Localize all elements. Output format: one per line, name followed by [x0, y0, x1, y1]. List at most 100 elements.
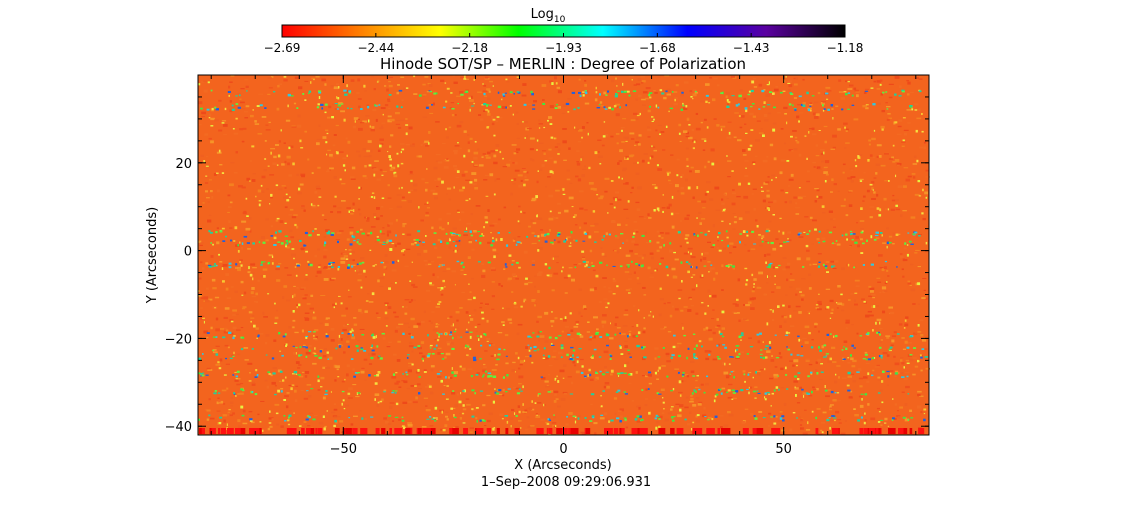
heatmap-cell	[381, 197, 385, 199]
heatmap-feature-cell	[832, 417, 837, 419]
heatmap-cell	[753, 283, 755, 286]
heatmap-feature-cell	[382, 244, 386, 245]
heatmap-cell	[628, 382, 632, 384]
heatmap-feature-cell	[371, 349, 375, 352]
heatmap-cell	[296, 225, 299, 229]
heatmap-cell	[439, 226, 442, 229]
heatmap-cell	[770, 359, 775, 362]
heatmap-cell	[907, 280, 911, 283]
heatmap-cell	[412, 143, 415, 145]
heatmap-cell	[594, 378, 598, 381]
heatmap-cell	[659, 133, 661, 135]
heatmap-feature-cell	[775, 357, 780, 359]
heatmap-feature-cell	[544, 234, 546, 237]
heatmap-cell	[877, 379, 882, 381]
heatmap-cell	[239, 98, 242, 100]
heatmap-cell	[817, 92, 821, 95]
heatmap-feature-cell	[802, 104, 806, 107]
heatmap-cell	[817, 358, 822, 362]
heatmap-feature-cell	[276, 265, 280, 268]
heatmap-cell	[750, 248, 756, 250]
heatmap-feature-cell	[410, 336, 414, 339]
heatmap-cell	[854, 159, 857, 162]
heatmap-cell	[317, 379, 320, 383]
heatmap-cell	[322, 366, 327, 369]
heatmap-feature-cell	[445, 332, 447, 335]
heatmap-cell	[686, 241, 689, 244]
heatmap-feature-cell	[865, 358, 868, 361]
heatmap-cell	[610, 220, 616, 223]
heatmap-cell	[379, 277, 385, 280]
heatmap-cell	[395, 123, 401, 125]
heatmap-cell	[637, 143, 641, 146]
heatmap-feature-cell	[617, 372, 621, 375]
heatmap-cell	[598, 197, 603, 200]
heatmap-feature-cell	[842, 358, 846, 360]
heatmap-cell	[918, 108, 921, 112]
heatmap-cell	[830, 191, 833, 193]
heatmap-feature-cell	[453, 331, 457, 333]
heatmap-feature-cell	[210, 89, 213, 92]
heatmap-cell	[800, 419, 804, 423]
heatmap-cell	[744, 380, 746, 383]
heatmap-cell	[287, 104, 289, 108]
heatmap-cell	[549, 170, 553, 174]
heatmap-cell	[692, 421, 695, 424]
heatmap-cell	[682, 102, 684, 105]
heatmap-cell	[296, 124, 302, 128]
heatmap-feature-cell	[665, 90, 668, 93]
heatmap-feature-cell	[288, 240, 291, 243]
heatmap-cell	[892, 243, 895, 245]
heatmap-cell	[450, 376, 453, 379]
heatmap-cell	[600, 405, 603, 408]
heatmap-cell	[553, 217, 556, 220]
heatmap-cell	[350, 423, 354, 426]
heatmap-cell	[335, 302, 337, 305]
heatmap-cell	[794, 136, 798, 139]
heatmap-cell	[477, 91, 482, 93]
heatmap-cell	[516, 137, 520, 140]
heatmap-cell	[688, 296, 692, 300]
heatmap-cell	[253, 324, 256, 328]
heatmap-cell	[723, 371, 729, 375]
heatmap-cell	[395, 112, 400, 115]
heatmap-feature-cell	[619, 420, 622, 423]
heatmap-feature-cell	[722, 335, 725, 338]
heatmap-cell	[912, 176, 916, 179]
heatmap-cell	[285, 376, 287, 379]
heatmap-cell	[533, 275, 537, 277]
heatmap-cell	[888, 158, 894, 160]
heatmap-cell	[476, 428, 484, 434]
heatmap-cell	[714, 395, 717, 398]
heatmap-cell	[696, 414, 700, 417]
heatmap-cell	[233, 351, 235, 355]
heatmap-cell	[580, 156, 584, 158]
heatmap-cell	[433, 418, 437, 420]
heatmap-cell	[909, 428, 913, 434]
heatmap-cell	[444, 429, 447, 432]
heatmap-feature-cell	[279, 370, 283, 373]
heatmap-cell	[265, 188, 270, 191]
heatmap-cell	[892, 232, 896, 236]
heatmap-cell	[262, 268, 268, 271]
heatmap-cell	[687, 309, 692, 312]
heatmap-cell	[312, 362, 317, 365]
heatmap-cell	[510, 192, 513, 196]
heatmap-cell	[836, 392, 840, 394]
heatmap-feature-cell	[371, 344, 373, 347]
heatmap-feature-cell	[682, 371, 685, 374]
heatmap-cell	[618, 176, 620, 179]
heatmap-cell	[677, 289, 683, 291]
heatmap-cell	[379, 127, 384, 130]
heatmap-cell	[555, 425, 557, 427]
heatmap-cell	[543, 152, 546, 155]
heatmap-cell	[749, 386, 753, 389]
heatmap-feature-cell	[766, 266, 770, 268]
heatmap-cell	[783, 315, 788, 319]
heatmap-feature-cell	[533, 345, 537, 348]
heatmap-cell	[560, 397, 566, 401]
heatmap-cell	[822, 411, 827, 414]
heatmap-cell	[818, 330, 820, 333]
heatmap-cell	[884, 153, 889, 155]
heatmap-cell	[282, 379, 285, 382]
